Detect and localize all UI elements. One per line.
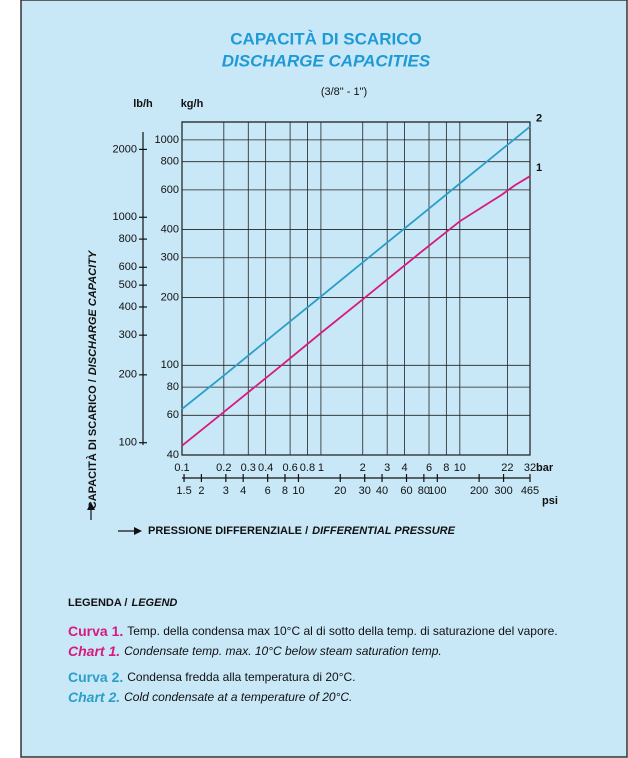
legend-label: Chart 2. [68, 689, 120, 705]
y2-tick-label: 100 [119, 437, 137, 449]
legend-label: Chart 1. [68, 643, 120, 659]
legend-text: Temp. della condensa max 10°C al di sott… [127, 624, 557, 638]
y-tick-label: 40 [167, 449, 179, 461]
legend-heading-a: LEGENDA / [68, 597, 128, 609]
legend-entry: Curva 1. Temp. della condensa max 10°C al… [68, 623, 558, 639]
chart-subtitle: DISCHARGE CAPACITIES [222, 51, 431, 70]
x-tick-label: 0.4 [258, 462, 273, 474]
y2-tick-label: 600 [119, 261, 137, 273]
y-tick-label: 600 [161, 184, 179, 196]
x-unit: bar [536, 462, 554, 474]
x2-tick-label: 3 [223, 485, 229, 497]
x-tick-label: 0.1 [174, 462, 189, 474]
y2-tick-label: 2000 [113, 143, 137, 155]
curve-label: 2 [536, 112, 542, 124]
x2-tick-label: 465 [521, 485, 539, 497]
x2-tick-label: 4 [240, 485, 246, 497]
x-tick-label: 0.3 [241, 462, 256, 474]
y-label-b: DISCHARGE CAPACITY [87, 249, 99, 375]
y-tick-label: 1000 [155, 134, 179, 146]
x2-tick-label: 80 [418, 485, 430, 497]
y-tick-label: 200 [161, 291, 179, 303]
legend-heading-b: LEGEND [132, 597, 178, 609]
y2-tick-label: 300 [119, 329, 137, 341]
y-tick-label: 60 [167, 409, 179, 421]
y-label-a: CAPACITÀ DI SCARICO / [86, 379, 99, 509]
x2-tick-label: 200 [470, 485, 488, 497]
x2-unit: psi [542, 495, 558, 507]
y-tick-label: 800 [161, 156, 179, 168]
legend-entry: Chart 2. Cold condensate at a temperature… [68, 689, 352, 705]
y-tick-label: 100 [161, 359, 179, 371]
x-label-a: PRESSIONE DIFFERENZIALE / [148, 525, 308, 537]
y-unit: kg/h [181, 98, 204, 110]
x2-tick-label: 100 [428, 485, 446, 497]
y-arrow-head [87, 502, 95, 510]
x2-tick-label: 30 [359, 485, 371, 497]
x-tick-label: 22 [501, 462, 513, 474]
y2-tick-label: 800 [119, 233, 137, 245]
y2-tick-label: 1000 [113, 211, 137, 223]
y2-unit: lb/h [133, 98, 153, 110]
x2-tick-label: 300 [494, 485, 512, 497]
y-tick-label: 400 [161, 223, 179, 235]
legend-text: Condensa fredda alla temperatura di 20°C… [127, 670, 355, 684]
x-label-b: DIFFERENTIAL PRESSURE [312, 525, 455, 537]
x2-tick-label: 40 [376, 485, 388, 497]
x2-tick-label: 8 [282, 485, 288, 497]
x-tick-label: 6 [426, 462, 432, 474]
y-tick-label: 80 [167, 381, 179, 393]
x2-tick-label: 6 [265, 485, 271, 497]
x2-tick-label: 60 [400, 485, 412, 497]
x-tick-label: 1 [318, 462, 324, 474]
x2-tick-label: 2 [198, 485, 204, 497]
legend-text: Cold condensate at a temperature of 20°C… [124, 690, 352, 704]
curve-label: 1 [536, 162, 542, 174]
x-tick-label: 0.2 [216, 462, 231, 474]
legend-label: Curva 1. [68, 623, 123, 639]
y-tick-label: 300 [161, 252, 179, 264]
x2-tick-label: 20 [334, 485, 346, 497]
legend-label: Curva 2. [68, 669, 123, 685]
x2-tick-label: 10 [292, 485, 304, 497]
x2-tick-label: 1.5 [176, 485, 191, 497]
panel [20, 0, 628, 758]
legend-text: Condensate temp. max. 10°C below steam s… [124, 644, 442, 658]
y2-tick-label: 500 [119, 279, 137, 291]
y2-tick-label: 200 [119, 369, 137, 381]
x-axis-label: PRESSIONE DIFFERENZIALE / DIFFERENTIAL PR… [148, 525, 456, 537]
x-tick-label: 8 [443, 462, 449, 474]
x-tick-label: 4 [401, 462, 407, 474]
y2-tick-label: 400 [119, 301, 137, 313]
legend-entry: Curva 2. Condensa fredda alla temperatura… [68, 669, 356, 685]
x-tick-label: 2 [360, 462, 366, 474]
curve [181, 125, 531, 410]
x-arrow-head [134, 527, 142, 535]
legend-heading: LEGENDA / LEGEND [68, 597, 177, 609]
x-tick-label: 0.8 [300, 462, 315, 474]
size-note: (3/8" - 1") [321, 86, 367, 98]
y-axis-label: CAPACITÀ DI SCARICO / DISCHARGE CAPACITY [86, 249, 99, 509]
x-tick-label: 0.6 [282, 462, 297, 474]
x-tick-label: 32 [524, 462, 536, 474]
chart-title: CAPACITÀ DI SCARICO [230, 29, 421, 48]
x-tick-label: 10 [454, 462, 466, 474]
legend-entry: Chart 1. Condensate temp. max. 10°C below… [68, 643, 442, 659]
curve [181, 175, 531, 447]
x-tick-label: 3 [384, 462, 390, 474]
